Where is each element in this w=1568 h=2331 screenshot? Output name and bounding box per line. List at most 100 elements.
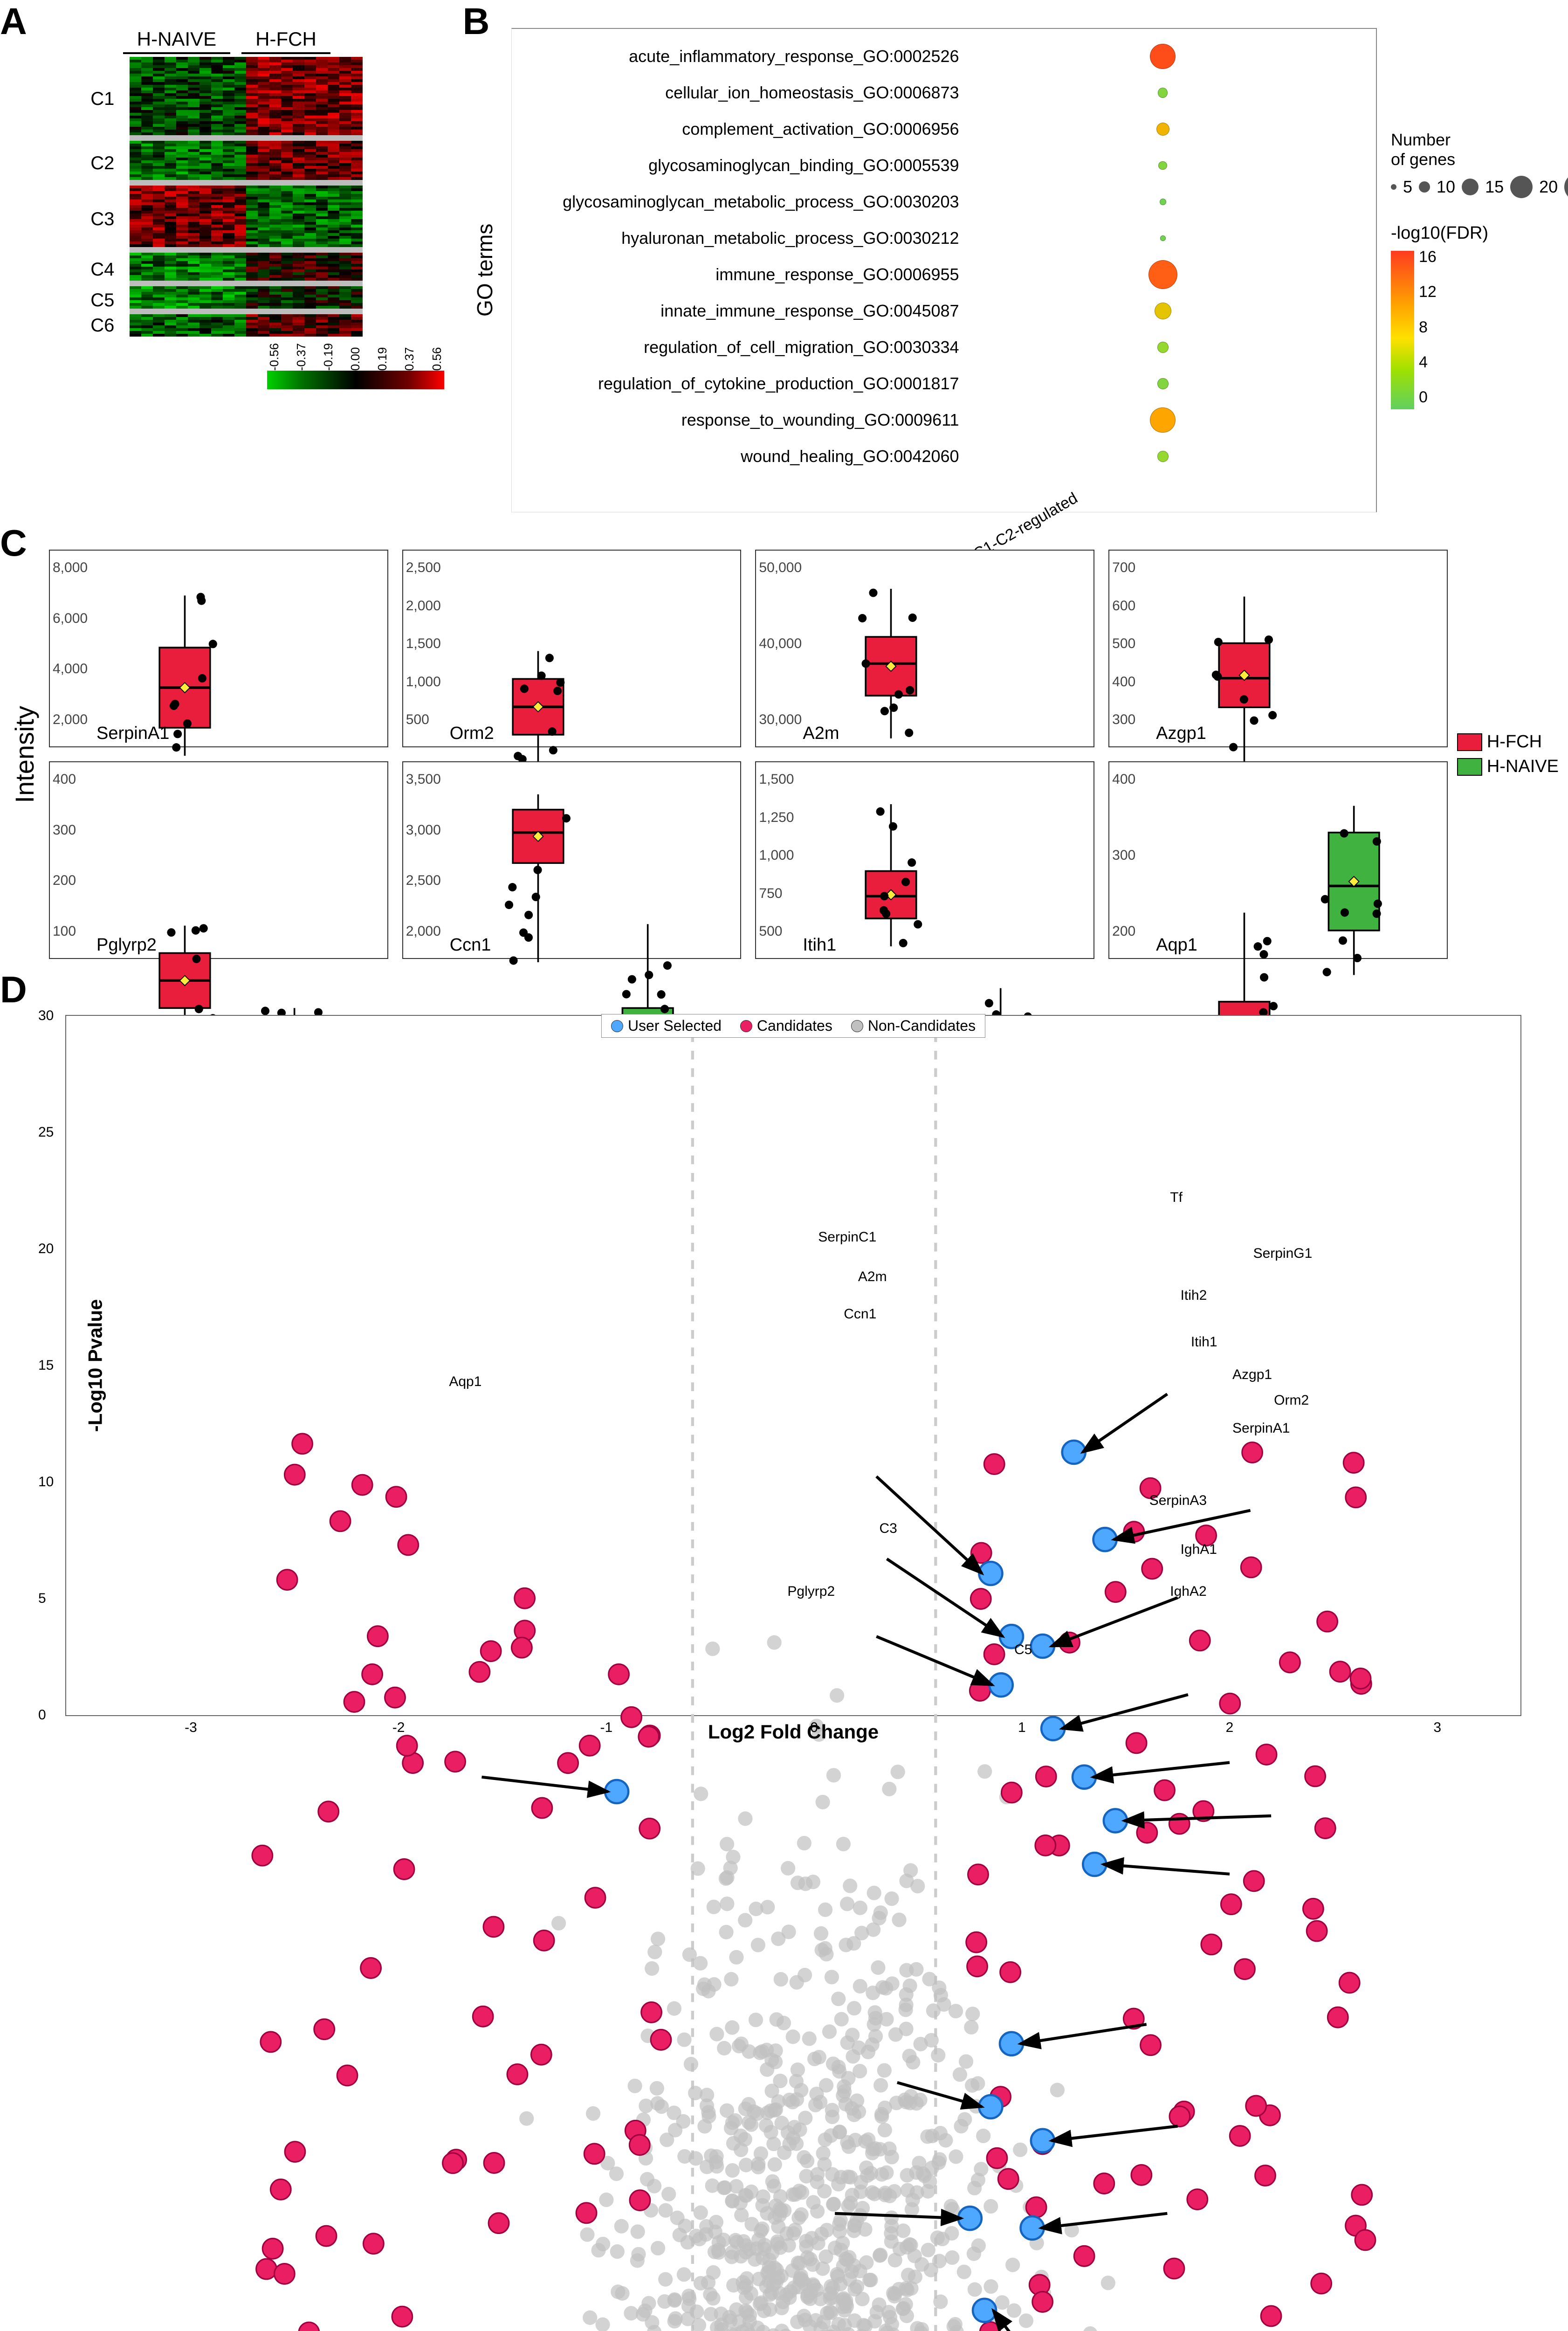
go-term-row: complement_activation_GO:0006956 [530, 111, 1357, 147]
cluster-label: C3 [90, 186, 123, 253]
go-term-row: innate_immune_response_GO:0045087 [530, 293, 1357, 329]
heatmap [130, 57, 363, 337]
gene-label: Pglyrp2 [96, 935, 157, 955]
volcano-gene-label: SerpinA3 [1149, 1493, 1207, 1509]
gene-label: Ccn1 [450, 935, 491, 955]
volcano-gene-label: IghA2 [1170, 1584, 1206, 1600]
go-term-label: innate_immune_response_GO:0045087 [530, 301, 969, 321]
volcano-gene-label: A2m [858, 1269, 887, 1285]
go-term-row: hyaluronan_metabolic_process_GO:0030212 [530, 220, 1357, 256]
intensity-axis-label: Intensity [9, 706, 40, 803]
header-naive: H-NAIVE [123, 28, 230, 54]
go-term-row: regulation_of_cytokine_production_GO:000… [530, 366, 1357, 402]
go-dot [1148, 260, 1177, 289]
go-dot [1157, 342, 1169, 353]
panel-b-ylabel: GO terms [472, 28, 497, 512]
cluster-label: C4 [90, 253, 123, 286]
volcano-gene-label: C5 [1014, 1642, 1032, 1658]
go-term-label: wound_healing_GO:0042060 [530, 447, 969, 466]
go-dot [1160, 235, 1166, 241]
go-dot [1160, 199, 1166, 205]
color-legend-bar [1391, 251, 1414, 409]
panel-d-label: D [0, 968, 27, 1011]
volcano-gene-label: Tf [1170, 1190, 1183, 1206]
volcano-gene-label: IghA1 [1181, 1542, 1217, 1558]
heatmap-scale-bar [267, 371, 444, 389]
cluster-label: C2 [90, 141, 123, 186]
boxplot-azgp1: 700600500400300Azgp1 [1108, 550, 1448, 747]
volcano-plot: User Selected Candidates Non-Candidates … [65, 1015, 1521, 1716]
go-term-label: glycosaminoglycan_metabolic_process_GO:0… [530, 192, 969, 212]
gene-label: Itih1 [803, 935, 836, 955]
go-term-row: wound_healing_GO:0042060 [530, 438, 1357, 475]
boxplot-a2m: 50,00040,00030,000A2m [755, 550, 1094, 747]
gene-label: Azgp1 [1156, 724, 1206, 744]
volcano-gene-label: C3 [879, 1521, 897, 1537]
volcano-gene-label: Ccn1 [844, 1306, 876, 1322]
legend-dot-cand [740, 1020, 752, 1032]
go-dot [1150, 44, 1176, 69]
panel-a-label: A [0, 0, 27, 43]
go-dot [1155, 303, 1171, 319]
volcano-xlabel: Log2 Fold Change [708, 1721, 879, 1743]
dot-plot: acute_inflammatory_response_GO:0002526ce… [511, 28, 1377, 512]
cluster-labels: C1C2C3C4C5C6 [90, 57, 125, 337]
legend-swatch-fch [1457, 733, 1482, 751]
gene-label: A2m [803, 724, 839, 744]
panel-b: B GO terms acute_inflammatory_response_G… [472, 9, 1559, 512]
volcano-gene-label: SerpinA1 [1232, 1421, 1290, 1436]
go-term-label: acute_inflammatory_response_GO:0002526 [530, 47, 969, 66]
cluster-label: C6 [90, 314, 123, 337]
volcano-gene-label: Aqp1 [449, 1374, 481, 1390]
go-term-row: cellular_ion_homeostasis_GO:0006873 [530, 75, 1357, 111]
go-term-row: regulation_of_cell_migration_GO:0030334 [530, 329, 1357, 366]
volcano-gene-label: SerpinC1 [818, 1229, 876, 1245]
go-term-row: response_to_wounding_GO:0009611 [530, 402, 1357, 438]
volcano-gene-label: Itih2 [1181, 1288, 1207, 1303]
go-term-label: glycosaminoglycan_binding_GO:0005539 [530, 156, 969, 175]
go-dot [1157, 378, 1169, 389]
boxplot-aqp1: 400300200Aqp1 [1108, 761, 1448, 959]
legend-label-cand: Candidates [757, 1017, 832, 1034]
legend-label-fch: H-FCH [1487, 732, 1542, 752]
boxplot-itih1: 1,5001,2501,000750500Itih1 [755, 761, 1094, 959]
volcano-gene-label: Azgp1 [1232, 1367, 1272, 1383]
go-term-row: glycosaminoglycan_metabolic_process_GO:0… [530, 184, 1357, 220]
size-legend-title: Number of genes [1391, 130, 1559, 169]
boxplot-serpina1: 8,0006,0004,0002,000SerpinA1 [49, 550, 388, 747]
go-dot [1157, 451, 1169, 462]
go-term-label: regulation_of_cytokine_production_GO:000… [530, 374, 969, 393]
legend-label-non: Non-Candidates [868, 1017, 976, 1034]
go-term-label: hyaluronan_metabolic_process_GO:0030212 [530, 228, 969, 248]
go-term-row: glycosaminoglycan_binding_GO:0005539 [530, 147, 1357, 184]
legend-label-naive: H-NAIVE [1487, 757, 1559, 777]
go-dot [1158, 88, 1168, 97]
panel-c: C Intensity 8,0006,0004,0002,000SerpinA1… [9, 531, 1559, 959]
color-legend: -log10(FDR) 1612840 [1391, 223, 1559, 412]
size-legend: Number of genes 510152025 [1391, 128, 1559, 205]
volcano-ylabel: -Log10 Pvalue [84, 1299, 106, 1432]
volcano-legend: User Selected Candidates Non-Candidates [601, 1014, 985, 1038]
cluster-label: C1 [90, 57, 123, 141]
gene-label: Orm2 [450, 724, 494, 744]
go-term-label: complement_activation_GO:0006956 [530, 119, 969, 139]
go-term-label: response_to_wounding_GO:0009611 [530, 410, 969, 430]
legend-swatch-naive [1457, 758, 1482, 776]
heatmap-scale-labels: -0.56-0.37-0.190.000.190.370.56 [267, 343, 444, 371]
color-legend-title: -log10(FDR) [1391, 223, 1488, 243]
cluster-label: C5 [90, 286, 123, 314]
boxplot-ccn1: 3,5003,0002,5002,000Ccn1 [402, 761, 742, 959]
boxplot-orm2: 2,5002,0001,5001,000500Orm2 [402, 550, 742, 747]
go-term-label: immune_response_GO:0006955 [530, 265, 969, 284]
volcano-gene-label: Itih1 [1191, 1334, 1217, 1350]
go-term-row: acute_inflammatory_response_GO:0002526 [530, 38, 1357, 75]
legend-label-user: User Selected [628, 1017, 722, 1034]
go-dot [1156, 123, 1169, 136]
go-term-label: regulation_of_cell_migration_GO:0030334 [530, 338, 969, 357]
gene-label: SerpinA1 [96, 724, 169, 744]
gene-label: Aqp1 [1156, 935, 1197, 955]
go-dot [1150, 407, 1176, 433]
header-fch: H-FCH [241, 28, 330, 54]
legend-dot-user [611, 1020, 623, 1032]
panel-a: A H-NAIVE H-FCH C1C2C3C4C5C6 -0.56-0.37-… [9, 9, 444, 389]
